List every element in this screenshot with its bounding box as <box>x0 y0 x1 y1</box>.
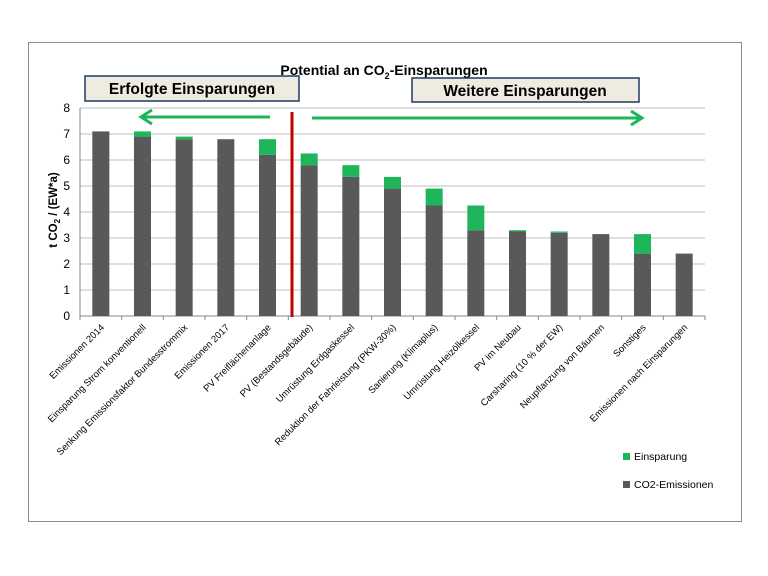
bar-einsparung <box>175 136 193 140</box>
x-category-label: Sonstiges <box>611 322 648 359</box>
chart-title-subscript: 2 <box>385 71 390 81</box>
x-category-label: Sanierung (Klimaplus) <box>366 322 440 396</box>
y-axis-label-subscript: 2 <box>53 218 62 223</box>
right-arrow-head <box>630 109 645 127</box>
left-arrow-head <box>138 108 153 126</box>
y-tick-label: 6 <box>63 153 70 167</box>
bar-co2-emissionen <box>384 188 401 316</box>
y-tick-label: 8 <box>63 101 70 115</box>
bar-co2-emissionen <box>592 234 610 316</box>
y-tick-label: 3 <box>63 231 70 245</box>
bar-co2-emissionen <box>467 230 485 316</box>
bar-co2-emissionen <box>425 205 443 316</box>
y-tick-labels: 0 1 2 3 4 5 6 7 8 <box>63 101 70 323</box>
bar-co2-emissionen <box>509 231 526 316</box>
legend-swatch-einsparung <box>623 453 630 460</box>
bar-co2-emissionen <box>342 176 360 316</box>
bar-co2-emissionen <box>175 139 193 316</box>
bar-einsparung <box>550 231 568 233</box>
legend: Einsparung CO2-Emissionen <box>623 451 714 491</box>
bar-einsparung <box>425 188 443 206</box>
legend-swatch-co2-emissionen <box>623 481 630 488</box>
y-tick-label: 2 <box>63 257 70 271</box>
y-axis-label-main: t CO <box>48 223 60 247</box>
y-axis-label: t CO2 / (EW*a) <box>48 172 62 248</box>
bar-co2-emissionen <box>550 232 568 316</box>
chart-title: Potential an CO2-Einsparungen <box>280 62 487 81</box>
y-tick-label: 0 <box>63 309 70 323</box>
x-category-label: Carsharing (10 % der EW) <box>479 322 566 409</box>
y-tick-label: 7 <box>63 127 70 141</box>
chart-title-main: Potential an CO <box>280 62 384 78</box>
bar-co2-emissionen <box>300 165 318 316</box>
bar-co2-emissionen <box>675 253 693 316</box>
bar-einsparung <box>259 139 276 155</box>
bar-einsparung <box>300 153 318 166</box>
right-annotation-label: Weitere Einsparungen <box>443 83 606 100</box>
bars <box>92 131 693 316</box>
bar-einsparung <box>342 165 360 177</box>
bar-co2-emissionen <box>92 131 110 316</box>
bar-co2-emissionen <box>259 154 276 316</box>
legend-label-co2-emissionen: CO2-Emissionen <box>634 479 714 491</box>
bar-einsparung <box>384 176 401 189</box>
bar-einsparung <box>134 131 151 137</box>
chart-title-end: -Einsparungen <box>390 62 488 78</box>
y-tick-label: 1 <box>63 283 70 297</box>
x-category-label: Umrüstung Heizölkessel <box>402 322 482 402</box>
left-annotation-label: Erfolgte Einsparungen <box>109 81 275 98</box>
bar-einsparung <box>467 205 485 231</box>
bar-co2-emissionen <box>217 139 235 316</box>
y-tick-label: 5 <box>63 179 70 193</box>
bar-einsparung <box>509 230 526 232</box>
bar-einsparung <box>634 234 651 254</box>
x-category-label: Umrüstung Erdgaskessel <box>274 322 357 405</box>
x-category-label: PV (Bestandsgebäude) <box>238 322 315 399</box>
bar-co2-emissionen <box>134 136 151 316</box>
left-annotation-box <box>84 75 300 102</box>
legend-label-einsparung: Einsparung <box>634 451 687 463</box>
y-tick-label: 4 <box>63 205 70 219</box>
bar-co2-emissionen <box>634 253 651 316</box>
x-category-label: Neupflanzung von Bäumen <box>518 322 607 411</box>
right-annotation-box <box>411 77 640 103</box>
y-axis-label-end: / (EW*a) <box>48 172 60 219</box>
